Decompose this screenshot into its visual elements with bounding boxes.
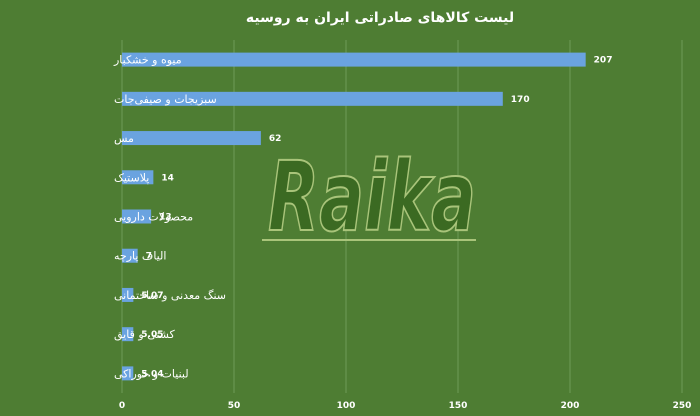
x-tick-label: 0	[119, 401, 125, 411]
category-label: سنگ معدنی و ساختمانی	[114, 289, 226, 302]
watermark-text: Raika	[268, 141, 476, 253]
x-axis-ticks: 0 50 100 150 200 250	[119, 401, 692, 411]
category-label: میوه و خشکبار	[113, 54, 182, 67]
category-label: الیاف پارچه	[114, 250, 166, 263]
value-label: 14	[161, 173, 174, 183]
bar	[122, 131, 261, 146]
bar	[122, 287, 134, 302]
value-label: 13	[159, 213, 172, 223]
value-label: 5.04	[141, 369, 163, 379]
bar	[122, 91, 503, 106]
x-tick-label: 150	[449, 401, 468, 411]
bar	[122, 52, 586, 67]
bar	[122, 248, 138, 263]
category-labels: میوه و خشکبار سبزیجات و صیفی‌جات مس پلاستیک…	[113, 54, 226, 381]
value-label: 7	[146, 252, 152, 262]
category-label: سبزیجات و صیفی‌جات	[114, 93, 217, 106]
x-tick-label: 200	[561, 401, 580, 411]
category-label: پلاستیک	[114, 171, 149, 184]
value-label: 5.07	[141, 291, 163, 301]
category-label: لبنیات و خوراکی	[114, 367, 189, 380]
bar	[122, 170, 154, 185]
bars	[122, 52, 586, 381]
value-label: 62	[269, 134, 282, 144]
category-label: مس	[114, 132, 134, 145]
x-tick-label: 250	[673, 401, 692, 411]
bar	[122, 327, 134, 342]
x-tick-label: 100	[337, 401, 356, 411]
bar	[122, 366, 134, 381]
chart-title: لیست کالاهای صادراتی ایران به روسیه	[246, 10, 514, 26]
value-label: 5.05	[141, 330, 163, 340]
raika-watermark: Raika	[262, 140, 477, 254]
bar	[122, 209, 152, 224]
value-labels: 207 170 62 14 13 7 5.07 5.05 5.04	[141, 56, 612, 380]
category-label: محصولات دارویی	[114, 211, 193, 224]
category-label: کشتی و قایق	[114, 328, 175, 342]
x-tick-label: 50	[228, 401, 241, 411]
value-label: 207	[594, 56, 613, 66]
value-label: 170	[511, 95, 530, 105]
